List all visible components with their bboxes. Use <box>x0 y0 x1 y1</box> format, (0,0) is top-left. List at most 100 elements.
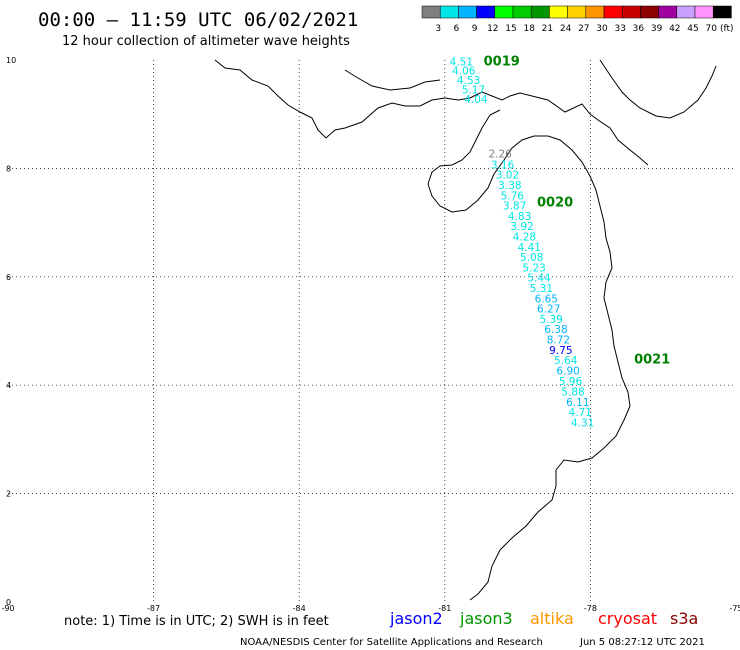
satellite-jason2: jason2 <box>389 609 443 628</box>
legend-swatch <box>512 5 532 19</box>
pass-id-label: 0019 <box>484 54 520 69</box>
wave-height-legend: 3 6 9 12 15 18 21 24 27 30 33 36 39 42 45 70 <box>421 5 732 34</box>
legend-label: 9 <box>472 24 478 34</box>
lon-tick-label: -75 <box>729 604 740 613</box>
legend-label: 15 <box>505 24 516 34</box>
legend-swatch <box>676 5 696 19</box>
lat-tick-label: 0 <box>6 598 11 607</box>
lat-tick-label: 4 <box>6 381 11 390</box>
legend-swatch <box>658 5 678 19</box>
page-subtitle: 12 hour collection of altimeter wave hei… <box>62 34 350 49</box>
legend-label: 33 <box>614 24 625 34</box>
satellite-s3a: s3a <box>670 609 698 628</box>
swh-value: 8.72 <box>547 334 570 346</box>
swh-value: 5.39 <box>539 314 562 326</box>
legend-label: 27 <box>578 24 589 34</box>
legend-swatch <box>567 5 587 19</box>
legend-label: 24 <box>560 24 572 34</box>
legend-swatch <box>549 5 568 19</box>
swh-value: 4.06 <box>452 66 476 78</box>
swh-value: 6.38 <box>544 324 567 336</box>
swh-observations: 4.514.064.535.174.04 2.263.163.023.385.76… <box>450 56 595 429</box>
coastline-north <box>214 59 649 166</box>
legend-swatch <box>458 5 477 19</box>
legend-label: 6 <box>454 24 460 34</box>
lon-tick-label: -81 <box>438 604 451 613</box>
legend-label: 12 <box>487 24 498 34</box>
lon-tick-label: -78 <box>584 604 597 613</box>
swh-value: 9.75 <box>549 345 572 357</box>
legend-label: 39 <box>651 24 663 34</box>
pass-labels: 0019 0020 0021 <box>484 54 671 367</box>
swh-value: 4.51 <box>450 56 473 68</box>
legend-label: 70 <box>705 24 717 34</box>
coastline-islands <box>344 59 717 119</box>
legend-label: 45 <box>687 24 698 34</box>
legend-swatch <box>476 5 496 19</box>
swh-value: 5.96 <box>559 376 583 388</box>
map-grid: -90 -87 -84 -81 -78 -75 10 8 6 4 2 0 <box>1 56 740 613</box>
swh-value: 6.27 <box>537 304 560 316</box>
swh-value: 5.76 <box>501 190 525 202</box>
lat-tick-label: 10 <box>6 56 16 65</box>
swh-value: 5.88 <box>561 386 584 398</box>
page-title: 00:00 – 11:59 UTC 06/02/2021 <box>38 9 358 31</box>
legend-swatch <box>421 5 441 19</box>
swh-value: 5.23 <box>522 262 545 274</box>
swh-value: 3.92 <box>510 221 533 233</box>
legend-label: 3 <box>435 24 441 34</box>
swh-value: 5.31 <box>530 283 553 295</box>
lat-tick-label: 2 <box>6 490 11 499</box>
swh-value: 4.53 <box>457 75 480 87</box>
legend-swatch <box>585 5 605 19</box>
units-note: note: 1) Time is in UTC; 2) SWH is in fe… <box>64 614 329 629</box>
swh-value: 6.90 <box>556 365 579 377</box>
swh-value: 4.71 <box>569 407 592 419</box>
credit-text: NOAA/NESDIS Center for Satellite Applica… <box>240 637 543 648</box>
legend-label: 36 <box>633 24 645 34</box>
legend-swatch <box>621 5 641 19</box>
timestamp-text: Jun 5 08:27:12 UTC 2021 <box>579 637 705 648</box>
lon-tick-label: -84 <box>293 604 306 613</box>
swh-value: 4.04 <box>464 94 488 106</box>
legend-swatch <box>603 5 623 19</box>
swh-value: 3.02 <box>496 170 519 182</box>
legend-swatch <box>640 5 659 19</box>
swh-value: 3.87 <box>503 201 526 213</box>
satellite-altika: altika <box>530 609 574 628</box>
legend-swatch <box>712 5 732 19</box>
coastline-panama-pacific <box>427 109 631 601</box>
legend-unit: (ft) <box>720 24 734 34</box>
lon-tick-label: -90 <box>1 604 14 613</box>
coastline <box>214 59 717 601</box>
swh-value: 3.38 <box>498 180 521 192</box>
swh-value: 5.44 <box>527 273 551 285</box>
pass-id-label: 0020 <box>537 195 573 210</box>
satellite-cryosat: cryosat <box>598 609 657 628</box>
pass-id-label: 0021 <box>634 353 670 368</box>
swh-value: 4.41 <box>518 242 541 254</box>
lon-tick-label: -87 <box>147 604 160 613</box>
legend-label: 42 <box>669 24 680 34</box>
swh-value: 4.31 <box>571 417 594 429</box>
legend-swatch <box>439 5 459 19</box>
legend-label: 30 <box>596 24 608 34</box>
legend-swatch <box>530 5 550 19</box>
swh-value: 4.28 <box>513 231 536 243</box>
legend-label: 18 <box>523 24 535 34</box>
legend-swatch <box>494 5 514 19</box>
satellite-jason3: jason3 <box>459 609 513 628</box>
lat-tick-label: 8 <box>6 164 11 173</box>
legend-swatch <box>694 5 714 19</box>
swh-value: 4.83 <box>508 211 531 223</box>
swh-value: 3.16 <box>491 159 515 171</box>
swh-value: 5.08 <box>520 252 543 264</box>
satellite-legend: jason2 jason3 altika cryosat s3a <box>389 609 698 628</box>
swh-value: 2.26 <box>488 149 512 161</box>
legend-label: 21 <box>542 24 553 34</box>
swh-value: 6.65 <box>535 293 558 305</box>
swh-value: 5.17 <box>462 85 485 97</box>
swh-value: 5.64 <box>554 355 578 367</box>
swh-value: 6.11 <box>566 397 589 409</box>
lat-tick-label: 6 <box>6 273 11 282</box>
